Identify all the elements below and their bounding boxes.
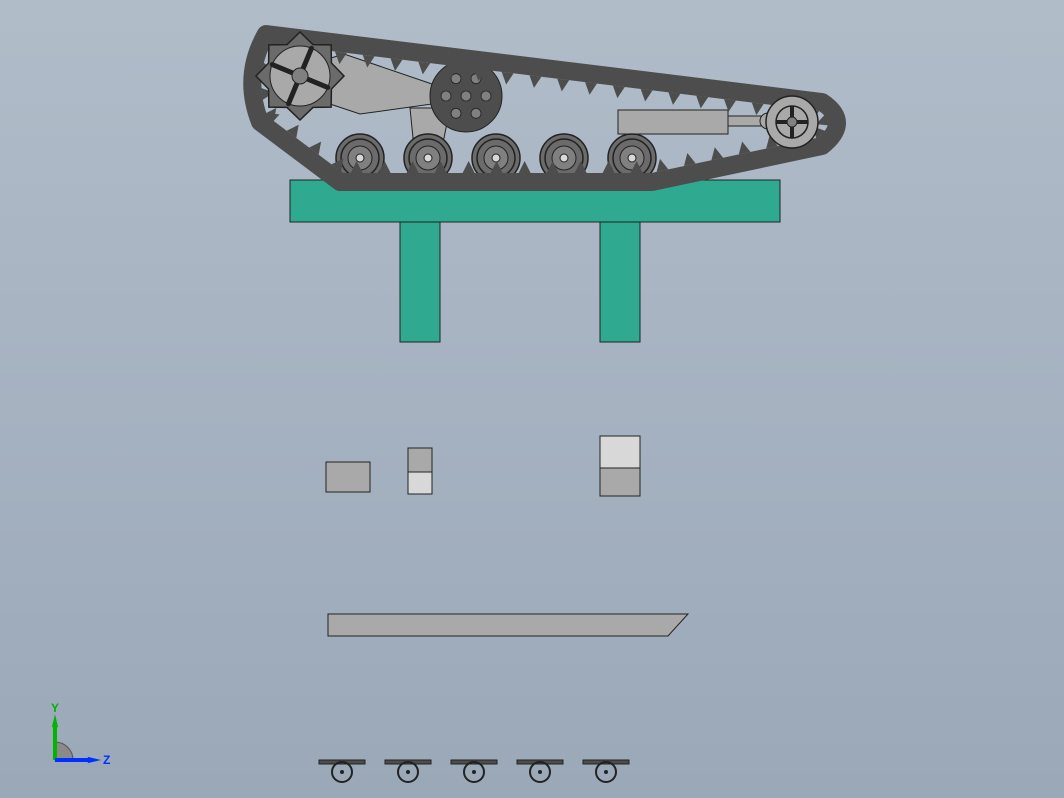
triad-origin <box>55 742 73 760</box>
base-plate <box>328 614 688 636</box>
block-3 <box>600 436 640 468</box>
block-4 <box>600 468 640 496</box>
axis-arrow-y <box>52 714 58 727</box>
axis-arrow-z <box>88 757 101 763</box>
axis-label-z: Z <box>103 753 110 767</box>
small-wheel-0 <box>319 760 365 782</box>
center-drum <box>430 60 502 132</box>
block-1 <box>408 448 432 472</box>
axis-label-y: Y <box>51 701 59 715</box>
loose-parts <box>319 436 688 782</box>
idler-wheel <box>766 96 818 148</box>
small-wheel-1 <box>385 760 431 782</box>
block-0 <box>326 462 370 492</box>
model-canvas[interactable] <box>0 0 1064 798</box>
cad-viewport[interactable]: YZ <box>0 0 1064 798</box>
small-wheel-3 <box>517 760 563 782</box>
track-assembly <box>252 32 837 182</box>
drive-sprocket <box>256 32 344 120</box>
stand-leg-0 <box>400 222 440 342</box>
piston <box>618 110 776 134</box>
block-2 <box>408 472 432 494</box>
stand <box>290 180 780 342</box>
small-wheel-2 <box>451 760 497 782</box>
small-wheel-4 <box>583 760 629 782</box>
stand-leg-1 <box>600 222 640 342</box>
axis-triad[interactable]: YZ <box>35 700 125 790</box>
